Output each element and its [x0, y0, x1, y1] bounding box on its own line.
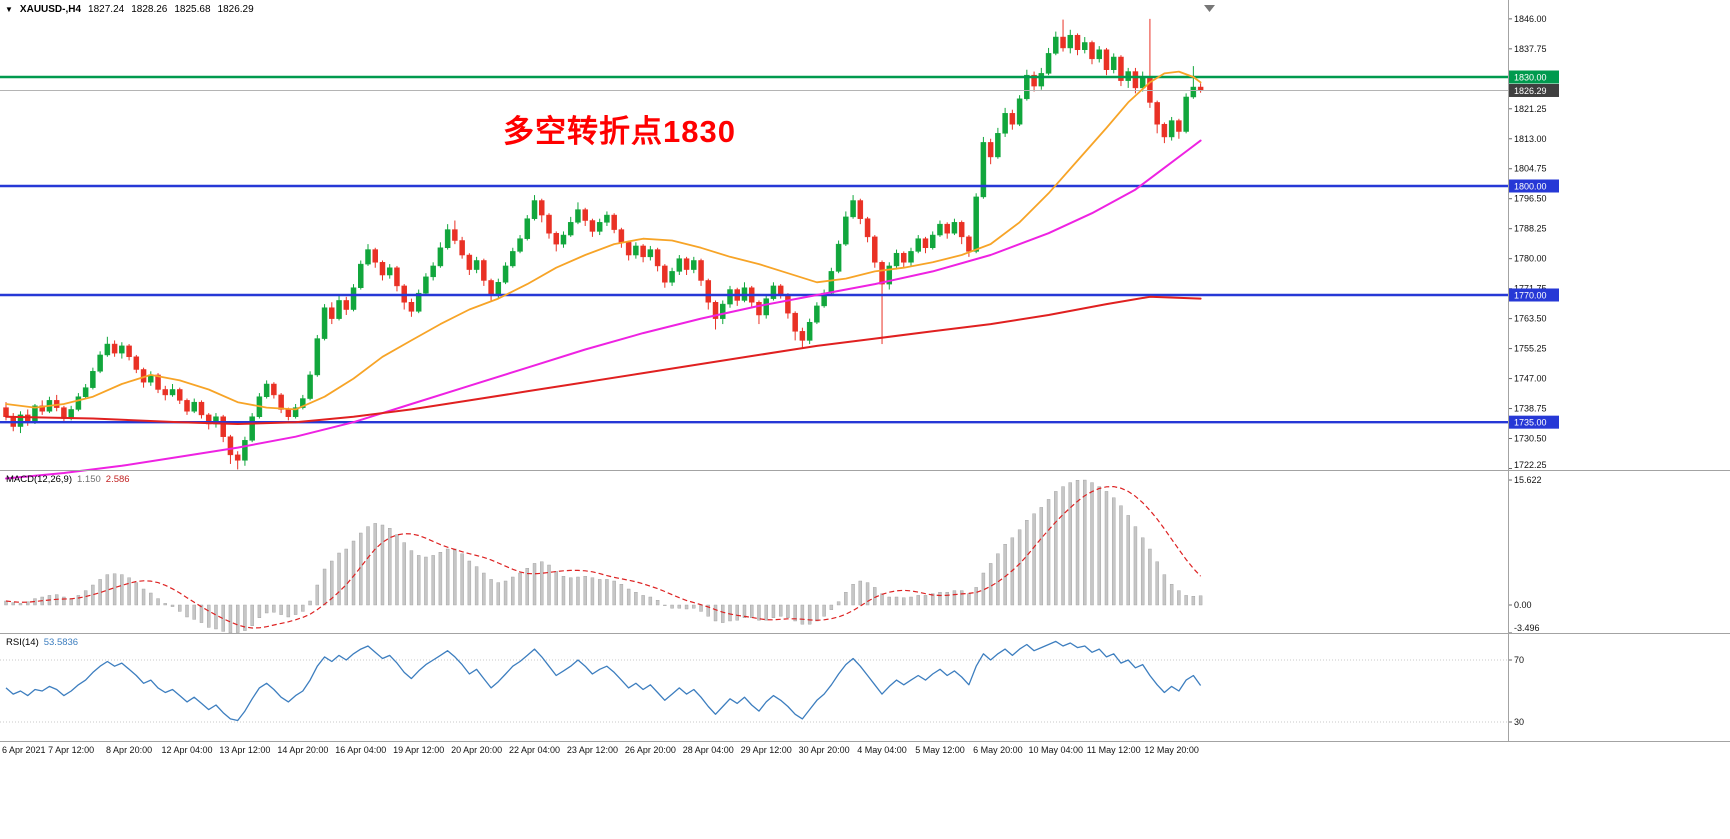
chart-header: ▼ XAUUSD-,H4 1827.24 1828.26 1825.68 182…	[5, 4, 254, 15]
svg-text:1788.25: 1788.25	[1514, 224, 1547, 234]
svg-text:26 Apr 20:00: 26 Apr 20:00	[625, 745, 676, 755]
price-tags: 1830.00 1826.29 1800.00 1770.00 1735.00	[1509, 70, 1559, 429]
macd-indicator-label: MACD(12,26,9) 1.150 2.586	[6, 474, 130, 485]
macd-signal-value: 2.586	[105, 474, 130, 485]
svg-text:1770.00: 1770.00	[1514, 290, 1547, 300]
macd-main-value: 1.150	[77, 474, 101, 485]
macd-histogram	[4, 479, 1203, 634]
svg-text:1821.25: 1821.25	[1514, 104, 1547, 114]
svg-text:19 Apr 12:00: 19 Apr 12:00	[393, 745, 444, 755]
rsi-axis[interactable]: 70 30	[1508, 655, 1524, 727]
macd-signal-line	[5, 485, 1202, 629]
candles-layer	[3, 18, 1204, 470]
rsi-name: RSI(14)	[6, 637, 39, 648]
horizontal-lines[interactable]	[0, 75, 1508, 424]
svg-text:1796.50: 1796.50	[1514, 194, 1547, 204]
time-axis[interactable]: 6 Apr 2021 7 Apr 12:00 8 Apr 20:00 12 Apr 0…	[2, 745, 1199, 755]
svg-text:1830.00: 1830.00	[1514, 73, 1547, 83]
symbol-dropdown-icon[interactable]: ▼	[5, 4, 13, 14]
ma-medium-line	[5, 139, 1202, 480]
macd-axis[interactable]: 15.622 0.00 -3.496	[1508, 475, 1542, 634]
svg-text:1738.75: 1738.75	[1514, 404, 1547, 414]
svg-text:29 Apr 12:00: 29 Apr 12:00	[741, 745, 792, 755]
rsi-level-lines	[0, 659, 1508, 723]
svg-text:6 May 20:00: 6 May 20:00	[973, 745, 1023, 755]
rsi-value: 53.5836	[43, 637, 79, 648]
rsi-indicator-label: RSI(14) 53.5836	[6, 637, 78, 648]
ohlc-open: 1827.24	[88, 4, 125, 15]
svg-text:8 Apr 20:00: 8 Apr 20:00	[106, 745, 152, 755]
svg-text:1826.29: 1826.29	[1514, 86, 1547, 96]
svg-text:1813.00: 1813.00	[1514, 134, 1547, 144]
svg-text:1735.00: 1735.00	[1514, 418, 1547, 428]
svg-text:4 May 04:00: 4 May 04:00	[857, 745, 907, 755]
svg-text:16 Apr 04:00: 16 Apr 04:00	[335, 745, 386, 755]
svg-text:7 Apr 12:00: 7 Apr 12:00	[48, 745, 94, 755]
macd-name: MACD(12,26,9)	[6, 474, 72, 485]
ohlc-close: 1826.29	[217, 4, 254, 15]
svg-text:1837.75: 1837.75	[1514, 44, 1547, 54]
svg-text:1755.25: 1755.25	[1514, 344, 1547, 354]
rsi-line	[5, 640, 1202, 722]
svg-text:15.622: 15.622	[1514, 475, 1542, 485]
svg-text:70: 70	[1514, 655, 1524, 665]
annotation-text[interactable]: 多空转折点1830	[503, 114, 736, 149]
svg-text:30: 30	[1514, 717, 1524, 727]
ma-fast-line	[5, 70, 1202, 411]
shift-marker-icon[interactable]	[1204, 5, 1215, 12]
svg-text:0.00: 0.00	[1514, 600, 1532, 610]
svg-text:13 Apr 12:00: 13 Apr 12:00	[219, 745, 270, 755]
ma-slow-line	[5, 295, 1202, 425]
svg-text:1800.00: 1800.00	[1514, 181, 1547, 191]
svg-text:23 Apr 12:00: 23 Apr 12:00	[567, 745, 618, 755]
svg-text:1730.50: 1730.50	[1514, 434, 1547, 444]
svg-text:1722.25: 1722.25	[1514, 460, 1547, 470]
svg-text:1747.00: 1747.00	[1514, 374, 1547, 384]
ohlc-low: 1825.68	[174, 4, 211, 15]
svg-text:6 Apr 2021: 6 Apr 2021	[2, 745, 46, 755]
svg-text:-3.496: -3.496	[1514, 623, 1540, 633]
pane-separators[interactable]	[0, 0, 1730, 742]
svg-text:1780.00: 1780.00	[1514, 254, 1547, 264]
svg-text:1846.00: 1846.00	[1514, 14, 1547, 24]
svg-text:10 May 04:00: 10 May 04:00	[1029, 745, 1084, 755]
svg-text:11 May 12:00: 11 May 12:00	[1087, 745, 1141, 755]
svg-text:12 May 20:00: 12 May 20:00	[1144, 745, 1199, 755]
svg-text:12 Apr 04:00: 12 Apr 04:00	[161, 745, 212, 755]
ohlc-high: 1828.26	[131, 4, 168, 15]
symbol-timeframe-label: XAUUSD-,H4	[19, 4, 82, 15]
svg-text:20 Apr 20:00: 20 Apr 20:00	[451, 745, 502, 755]
svg-text:1763.50: 1763.50	[1514, 314, 1547, 324]
svg-text:30 Apr 20:00: 30 Apr 20:00	[799, 745, 850, 755]
svg-text:5 May 12:00: 5 May 12:00	[915, 745, 965, 755]
svg-text:28 Apr 04:00: 28 Apr 04:00	[683, 745, 734, 755]
svg-text:1804.75: 1804.75	[1514, 164, 1547, 174]
svg-text:22 Apr 04:00: 22 Apr 04:00	[509, 745, 560, 755]
svg-text:14 Apr 20:00: 14 Apr 20:00	[277, 745, 328, 755]
